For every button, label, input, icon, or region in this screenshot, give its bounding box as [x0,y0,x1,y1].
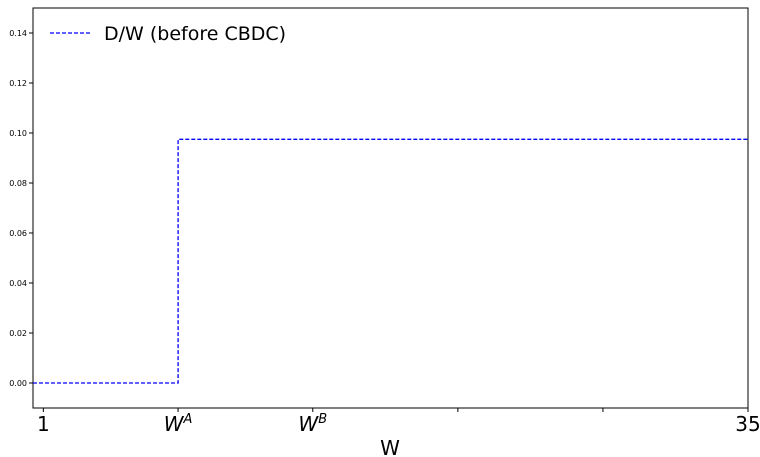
y-tick-label: 0.12 [9,79,27,88]
x-tick-label: 1 [37,412,50,436]
x-axis-label: W [380,436,400,457]
y-tick-label: 0.00 [9,379,27,388]
legend: D/W (before CBDC) [50,23,286,45]
legend-label: D/W (before CBDC) [104,23,286,45]
y-tick-label: 0.06 [9,229,27,238]
plot-frame [32,7,749,409]
y-tick-label: 0.02 [9,329,27,338]
x-tick-label-text: W [298,412,319,436]
x-tick-label-superscript: B [318,412,327,427]
x-axis: 1 WA WB 35 [37,408,760,436]
x-tick-label-text: 35 [735,412,760,436]
x-tick-label-text: 1 [37,412,50,436]
series-layer [33,138,748,384]
y-tick-label: 0.04 [9,279,27,288]
x-tick-label: 35 [735,412,760,436]
y-tick-label: 0.08 [9,179,27,188]
x-tick-label-text: W [164,412,185,436]
x-tick-label: WB [298,412,327,436]
y-tick-label: 0.14 [9,29,27,38]
series-line [33,138,748,384]
y-tick-label: 0.10 [9,129,27,138]
y-axis: 0.00 0.02 0.04 0.06 0.08 0.10 0.12 0.14 [9,29,33,388]
x-tick-label: WA [164,412,193,436]
x-tick-label-superscript: A [183,412,193,427]
